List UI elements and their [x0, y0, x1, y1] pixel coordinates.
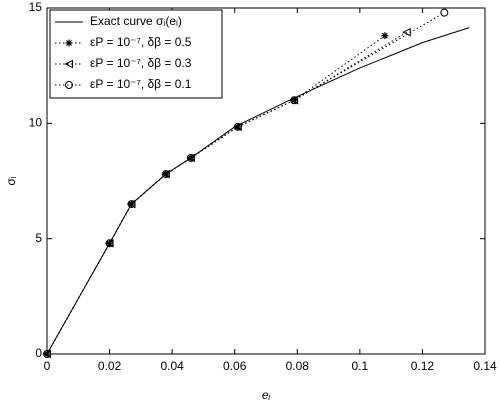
marker-star — [65, 39, 73, 47]
marker-circle — [127, 200, 136, 209]
marker-circle — [161, 170, 170, 179]
x-tick-label: 0 — [44, 359, 51, 373]
legend: Exact curve σᵢ(eᵢ) εP = 10⁻⁷, δβ = 0.5 εP … — [49, 9, 223, 99]
marker-star — [381, 32, 389, 40]
legend-label: εP = 10⁻⁷, δβ = 0.1 — [90, 77, 192, 91]
series-line — [46, 27, 470, 355]
marker-star — [234, 123, 242, 131]
marker-circle — [186, 153, 195, 162]
y-tick-label: 10 — [29, 116, 43, 130]
x-tick-label: 0.1 — [352, 359, 369, 373]
marker-star — [290, 96, 298, 104]
y-tick-label: 5 — [35, 231, 42, 245]
y-axis-label: σᵢ — [4, 176, 18, 185]
marker-circle — [440, 8, 449, 17]
legend-label: εP = 10⁻⁷, δβ = 0.3 — [90, 56, 192, 70]
marker-circle — [43, 350, 51, 358]
x-tick-label: 0.02 — [98, 359, 122, 373]
series-line — [46, 12, 445, 355]
x-tick-label: 0.08 — [286, 359, 310, 373]
marker-triangle — [64, 59, 73, 69]
marker-circle — [233, 122, 242, 131]
legend-label: Exact curve σᵢ(eᵢ) — [90, 14, 182, 28]
marker-circle — [290, 96, 299, 105]
y-tick-label: 15 — [29, 0, 43, 14]
plot-frame — [46, 7, 486, 355]
marker-star — [106, 239, 114, 247]
legend-label: εP = 10⁻⁷, δβ = 0.5 — [90, 35, 192, 49]
x-tick-label: 0.12 — [411, 359, 435, 373]
marker-star — [162, 170, 170, 178]
marker-star — [187, 154, 195, 162]
x-axis-label: eᵢ — [262, 388, 271, 402]
marker-circle — [105, 239, 114, 248]
x-tick-label: 0.04 — [160, 359, 184, 373]
legend-box — [49, 9, 223, 99]
y-tick-label: 0 — [35, 346, 42, 360]
marker-circle — [65, 81, 73, 89]
x-tick-label: 0.14 — [473, 359, 497, 373]
x-tick-label: 0.06 — [223, 359, 247, 373]
